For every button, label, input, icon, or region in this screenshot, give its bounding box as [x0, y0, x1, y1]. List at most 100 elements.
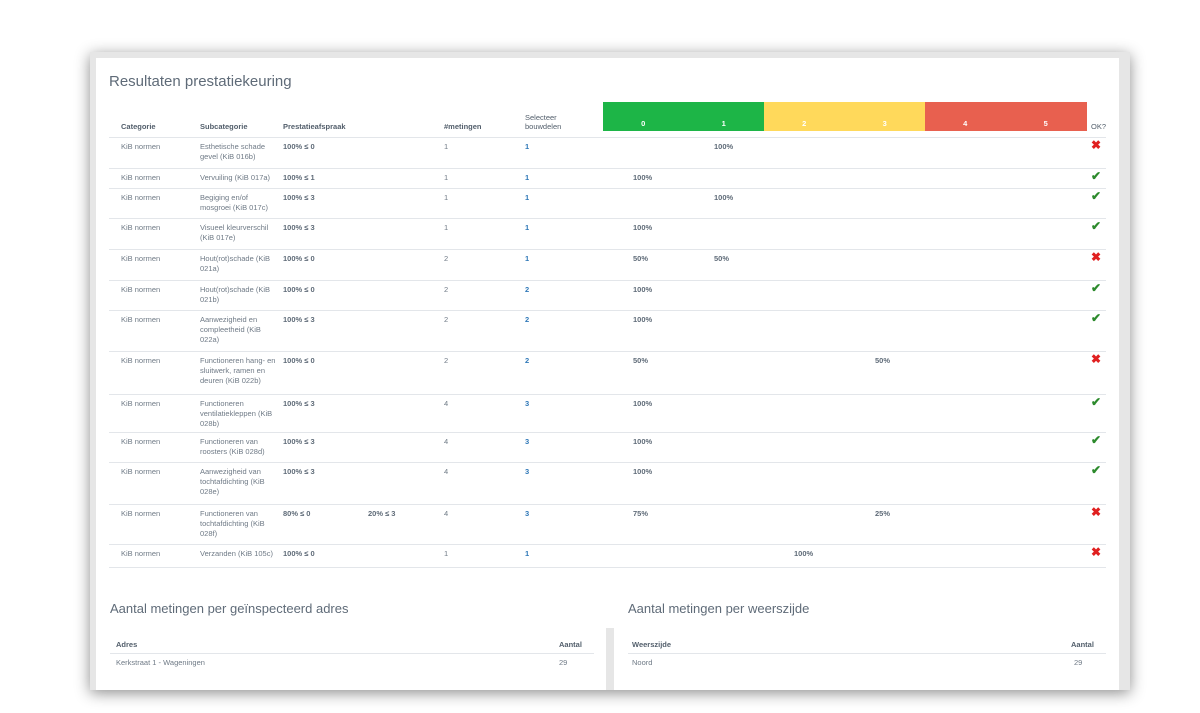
header-bouwdelen: bouwdelen [525, 122, 562, 131]
score-percentage-cell: 50% [633, 254, 649, 263]
score-label: 4 [963, 119, 968, 128]
select-bouwdelen-link[interactable]: 3 [525, 467, 530, 476]
cross-icon: ✖ [1090, 250, 1102, 264]
select-bouwdelen-link[interactable]: 1 [525, 254, 530, 263]
score-percentage-cell: 100% [633, 223, 653, 232]
score-percentage-cell: 50% [633, 356, 649, 365]
cross-icon: ✖ [1090, 545, 1102, 559]
score-percentage-cell: 100% [633, 285, 653, 294]
subcategorie-cell: Visueel kleurverschil (KiB 017e) [200, 223, 269, 242]
score-label: 0 [641, 119, 646, 128]
header-aantal: Aantal [1071, 640, 1094, 649]
adres-table-header: Adres Aantal [110, 636, 594, 654]
table-row: KiB normen Functioneren van tochtafdichti… [109, 505, 1106, 545]
metingen-cell: 1 [444, 142, 449, 151]
subcategorie-cell: Verzanden (KiB 105c) [200, 549, 273, 558]
cross-icon: ✖ [1090, 138, 1102, 152]
categorie-cell: KiB normen [121, 173, 161, 182]
score-column-0: 0 [603, 102, 684, 131]
select-bouwdelen-link[interactable]: 3 [525, 509, 530, 518]
table-row: KiB normen Esthetische schade gevel (KiB … [109, 138, 1106, 169]
score-label: 2 [802, 119, 807, 128]
prestatieafspraak-cell: 100% ≤ 0 [283, 356, 315, 365]
dashboard-frame: Resultaten prestatiekeuring Categorie Su… [90, 52, 1130, 690]
select-bouwdelen-link[interactable]: 1 [525, 142, 530, 151]
subcategorie-cell: Functioneren hang- en sluitwerk, ramen e… [200, 356, 276, 385]
results-table-body: KiB normen Esthetische schade gevel (KiB … [109, 138, 1106, 568]
table-row: KiB normen Verzanden (KiB 105c) 100% ≤ 0 1 1… [109, 545, 1106, 568]
subcategorie-cell: Aanwezigheid en compleetheid (KiB 022a) [200, 315, 261, 344]
results-table-header: Categorie Subcategorie Prestatieafspraak… [109, 101, 1106, 138]
adres-value: Kerkstraat 1 - Wageningen [116, 658, 205, 667]
prestatieafspraak-extra-cell: 20% ≤ 3 [368, 509, 396, 518]
score-percentage-cell: 100% [633, 467, 653, 476]
subcategorie-cell: Hout(rot)schade (KiB 021b) [200, 285, 271, 304]
prestatieafspraak-cell: 100% ≤ 3 [283, 437, 315, 446]
metingen-cell: 2 [444, 356, 449, 365]
adres-aantal-value: 29 [559, 658, 568, 667]
select-bouwdelen-link[interactable]: 1 [525, 549, 530, 558]
score-column-2: 2 [764, 102, 845, 131]
cross-icon: ✖ [1090, 505, 1102, 519]
metingen-cell: 2 [444, 285, 449, 294]
score-column-4: 4 [925, 102, 1006, 131]
check-icon: ✔ [1090, 311, 1102, 325]
check-icon: ✔ [1090, 433, 1102, 447]
score-percentage-cell: 100% [633, 399, 653, 408]
select-bouwdelen-link[interactable]: 1 [525, 173, 530, 182]
select-bouwdelen-link[interactable]: 1 [525, 193, 530, 202]
metingen-cell: 4 [444, 509, 449, 518]
metingen-cell: 1 [444, 223, 449, 232]
results-panel: Resultaten prestatiekeuring Categorie Su… [96, 58, 1119, 628]
table-row: KiB normen Vervuiling (KiB 017a) 100% ≤ 1 1… [109, 169, 1106, 189]
select-bouwdelen-link[interactable]: 2 [525, 285, 530, 294]
subcategorie-cell: Aanwezigheid van tochtafdichting (KiB 02… [200, 467, 265, 496]
select-bouwdelen-link[interactable]: 3 [525, 399, 530, 408]
score-percentage-cell: 75% [633, 509, 649, 518]
results-title: Resultaten prestatiekeuring [109, 73, 292, 90]
metingen-cell: 1 [444, 193, 449, 202]
score-label: 3 [882, 119, 887, 128]
header-metingen: #metingen [444, 122, 482, 131]
score-percentage-cell: 100% [633, 315, 653, 324]
prestatieafspraak-cell: 100% ≤ 3 [283, 467, 315, 476]
weerszijde-value: Noord [632, 658, 653, 667]
table-row: KiB normen Hout(rot)schade (KiB 021b) 100%… [109, 281, 1106, 311]
categorie-cell: KiB normen [121, 193, 161, 202]
header-categorie: Categorie [121, 122, 156, 131]
weerszijde-table-header: Weerszijde Aantal [628, 636, 1106, 654]
metingen-cell: 1 [444, 549, 449, 558]
metingen-cell: 2 [444, 315, 449, 324]
score-percentage-cell: 100% [714, 142, 734, 151]
subcategorie-cell: Functioneren ventilatiekleppen (KiB 028b… [200, 399, 273, 428]
check-icon: ✔ [1090, 463, 1102, 477]
score-column-3: 3 [844, 102, 926, 131]
categorie-cell: KiB normen [121, 467, 161, 476]
select-bouwdelen-link[interactable]: 2 [525, 315, 530, 324]
categorie-cell: KiB normen [121, 399, 161, 408]
adres-panel: Aantal metingen per geïnspecteerd adres … [96, 588, 606, 690]
header-subcategorie: Subcategorie [200, 122, 248, 131]
categorie-cell: KiB normen [121, 509, 161, 518]
metingen-cell: 4 [444, 437, 449, 446]
metingen-cell: 4 [444, 399, 449, 408]
cross-icon: ✖ [1090, 352, 1102, 366]
score-percentage-cell: 50% [714, 254, 730, 263]
categorie-cell: KiB normen [121, 437, 161, 446]
select-bouwdelen-link[interactable]: 1 [525, 223, 530, 232]
weerszijde-aantal-value: 29 [1074, 658, 1083, 667]
prestatieafspraak-cell: 100% ≤ 3 [283, 399, 315, 408]
select-bouwdelen-link[interactable]: 3 [525, 437, 530, 446]
metingen-cell: 2 [444, 254, 449, 263]
categorie-cell: KiB normen [121, 315, 161, 324]
subcategorie-cell: Vervuiling (KiB 017a) [200, 173, 271, 182]
header-weerszijde: Weerszijde [632, 640, 672, 649]
header-prestatieafspraak: Prestatieafspraak [283, 122, 346, 131]
weerszijde-panel-title: Aantal metingen per weerszijde [628, 601, 810, 616]
subcategorie-cell: Esthetische schade gevel (KiB 016b) [200, 142, 266, 161]
prestatieafspraak-cell: 80% ≤ 0 [283, 509, 311, 518]
score-percentage-cell: 25% [875, 509, 891, 518]
score-column-5: 5 [1005, 102, 1087, 131]
categorie-cell: KiB normen [121, 254, 161, 263]
select-bouwdelen-link[interactable]: 2 [525, 356, 530, 365]
